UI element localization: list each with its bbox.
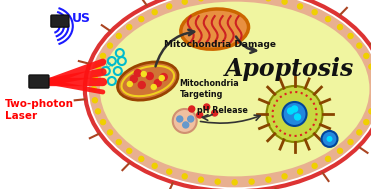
Circle shape: [146, 73, 153, 80]
Ellipse shape: [100, 2, 369, 176]
FancyBboxPatch shape: [29, 75, 49, 88]
Circle shape: [139, 156, 144, 161]
FancyBboxPatch shape: [51, 15, 69, 27]
Circle shape: [212, 110, 218, 116]
Circle shape: [127, 81, 132, 87]
Circle shape: [364, 53, 369, 58]
Ellipse shape: [118, 62, 178, 100]
Circle shape: [266, 0, 271, 1]
Circle shape: [152, 10, 157, 15]
Circle shape: [326, 156, 330, 161]
Circle shape: [159, 76, 164, 81]
Circle shape: [177, 116, 183, 122]
Circle shape: [292, 106, 298, 112]
Circle shape: [282, 174, 287, 179]
Text: Two-photon
Laser: Two-photon Laser: [5, 99, 74, 121]
Circle shape: [198, 0, 203, 1]
Circle shape: [337, 148, 343, 153]
Circle shape: [116, 33, 121, 39]
Circle shape: [92, 75, 97, 80]
Circle shape: [267, 86, 323, 142]
Circle shape: [357, 130, 362, 135]
Circle shape: [364, 120, 369, 125]
Circle shape: [92, 98, 97, 103]
Circle shape: [139, 17, 144, 22]
Circle shape: [321, 131, 337, 147]
Text: Apoptosis: Apoptosis: [225, 57, 354, 81]
Circle shape: [312, 163, 317, 168]
Ellipse shape: [181, 9, 248, 49]
Circle shape: [100, 120, 106, 125]
Circle shape: [141, 71, 146, 77]
Circle shape: [215, 179, 220, 184]
Circle shape: [127, 148, 132, 153]
Text: O₃: O₃: [106, 62, 114, 68]
Circle shape: [92, 87, 96, 91]
Circle shape: [326, 17, 330, 22]
Circle shape: [312, 10, 317, 15]
Circle shape: [130, 76, 137, 83]
Text: Mitochondria Damage: Mitochondria Damage: [164, 40, 276, 49]
Circle shape: [108, 43, 112, 48]
Circle shape: [138, 81, 145, 88]
Circle shape: [189, 106, 195, 112]
Circle shape: [295, 114, 301, 120]
Circle shape: [348, 33, 353, 39]
Circle shape: [182, 174, 187, 179]
Text: US: US: [72, 12, 91, 25]
Circle shape: [96, 64, 100, 69]
Circle shape: [154, 80, 161, 87]
Circle shape: [173, 109, 197, 133]
Circle shape: [327, 136, 333, 142]
Circle shape: [160, 74, 167, 81]
Circle shape: [182, 0, 187, 4]
Circle shape: [298, 169, 302, 174]
Circle shape: [167, 4, 172, 9]
Circle shape: [167, 169, 172, 174]
Circle shape: [337, 25, 343, 30]
Circle shape: [369, 64, 372, 69]
Circle shape: [116, 139, 121, 145]
Circle shape: [100, 53, 106, 58]
Circle shape: [369, 109, 372, 114]
Circle shape: [348, 139, 353, 145]
Circle shape: [198, 177, 203, 182]
Circle shape: [183, 122, 189, 128]
Text: pH Release: pH Release: [197, 106, 248, 115]
Circle shape: [108, 130, 112, 135]
Circle shape: [266, 177, 271, 182]
Circle shape: [288, 108, 294, 114]
Circle shape: [249, 179, 254, 184]
Circle shape: [188, 116, 194, 122]
Circle shape: [197, 112, 203, 118]
Circle shape: [151, 84, 156, 90]
Circle shape: [204, 104, 210, 110]
Text: Mitochondria
Targeting: Mitochondria Targeting: [180, 79, 240, 99]
Circle shape: [96, 109, 100, 114]
Circle shape: [152, 163, 157, 168]
Circle shape: [232, 180, 237, 185]
Circle shape: [357, 43, 362, 48]
Ellipse shape: [89, 0, 372, 187]
Circle shape: [127, 25, 132, 30]
Circle shape: [134, 70, 141, 77]
Circle shape: [298, 4, 302, 9]
Circle shape: [282, 0, 287, 4]
Circle shape: [283, 102, 307, 126]
